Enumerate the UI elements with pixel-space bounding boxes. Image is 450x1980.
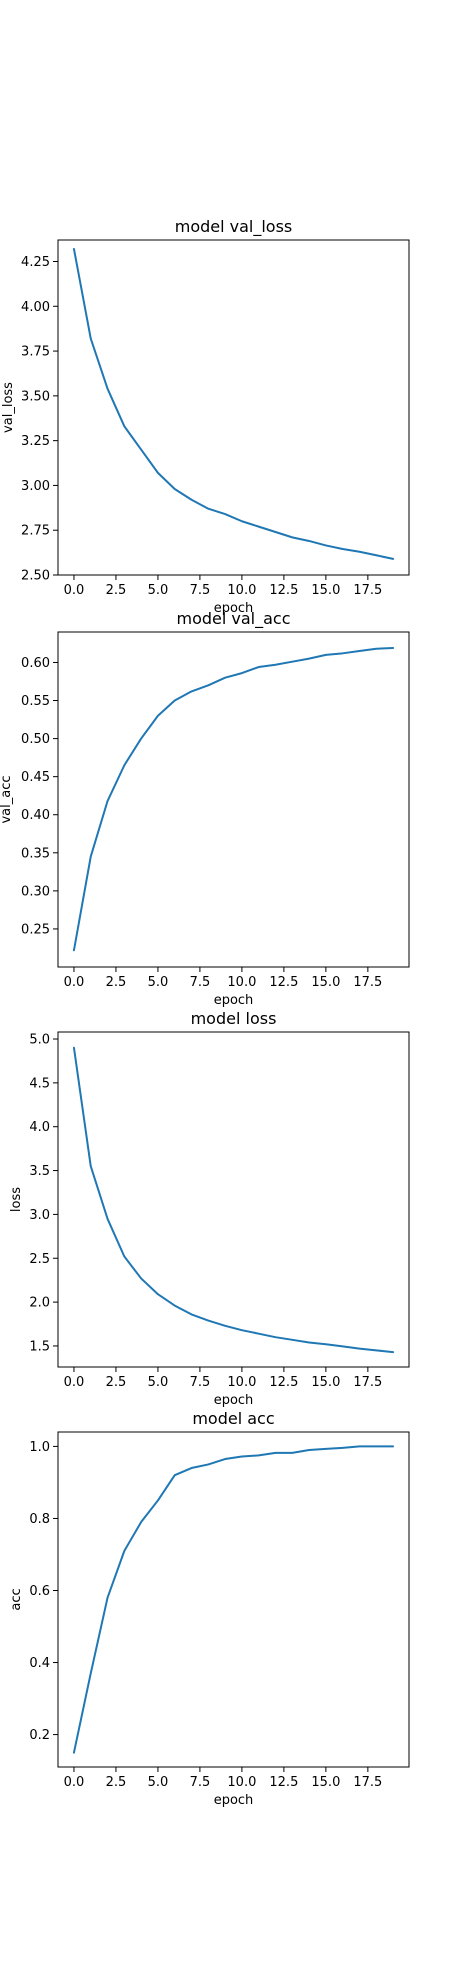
y-tick-label: 0.60 — [21, 656, 50, 671]
y-tick-label: 0.6 — [29, 1584, 50, 1599]
y-tick-label: 3.75 — [21, 345, 50, 360]
x-tick-label: 2.5 — [106, 583, 127, 598]
y-tick-label: 3.00 — [21, 479, 50, 494]
y-tick-label: 0.4 — [29, 1656, 50, 1671]
chart-title: model loss — [191, 1009, 277, 1028]
x-tick-label: 10.0 — [227, 583, 256, 598]
series-line — [72, 1445, 395, 1754]
x-tick-label: 12.5 — [269, 583, 298, 598]
series-line — [72, 646, 395, 952]
chart-panel-1: model val_acc 0.0 2.5 5.0 7.5 10.0 12.5 15.0 17.… — [0, 609, 410, 1008]
x-tick-label: 5.0 — [148, 975, 169, 990]
x-tick-label: 17.5 — [353, 583, 382, 598]
chart-title: model val_loss — [175, 217, 293, 237]
plot-frame — [57, 1431, 410, 1768]
x-tick-label: 17.5 — [353, 1375, 382, 1390]
y-tick-label: 2.50 — [21, 569, 50, 584]
y-tick-label: 5.0 — [29, 1033, 50, 1048]
x-tick-label: 12.5 — [269, 1775, 298, 1790]
y-tick-label: 1.5 — [29, 1339, 50, 1354]
y-axis-label: val_acc — [0, 775, 14, 823]
y-tick-label: 3.50 — [21, 389, 50, 404]
y-axis-label: acc — [9, 1588, 24, 1610]
y-tick-label: 3.25 — [21, 434, 50, 449]
x-tick-label: 0.0 — [64, 1375, 85, 1390]
x-tick-label: 15.0 — [311, 583, 340, 598]
x-tick-label: 17.5 — [353, 975, 382, 990]
y-axis-label: val_loss — [1, 382, 16, 433]
y-tick-label: 0.55 — [21, 694, 50, 709]
x-tick-label: 7.5 — [190, 583, 211, 598]
x-tick-label: 10.0 — [227, 975, 256, 990]
y-tick-label: 0.25 — [21, 922, 50, 937]
x-tick-label: 5.0 — [148, 1375, 169, 1390]
y-tick-label: 2.0 — [29, 1296, 50, 1311]
x-tick-label: 2.5 — [106, 1375, 127, 1390]
y-tick-label: 0.8 — [29, 1512, 50, 1527]
plot-frame — [57, 631, 410, 968]
y-tick-label: 4.0 — [29, 1120, 50, 1135]
y-tick-label: 1.0 — [29, 1440, 50, 1455]
x-tick-label: 12.5 — [269, 1375, 298, 1390]
x-tick-label: 0.0 — [64, 583, 85, 598]
x-tick-label: 2.5 — [106, 975, 127, 990]
y-tick-label: 4.00 — [21, 300, 50, 315]
x-tick-label: 15.0 — [311, 975, 340, 990]
x-tick-label: 7.5 — [190, 1375, 211, 1390]
chart-panel-0: model val_loss 0.0 2.5 5.0 7.5 10.0 12.5 15.0 17… — [1, 217, 410, 616]
x-tick-label: 5.0 — [148, 583, 169, 598]
y-tick-label: 2.75 — [21, 524, 50, 539]
y-tick-label: 2.5 — [29, 1252, 50, 1267]
x-axis-label: epoch — [214, 601, 254, 616]
x-tick-label: 0.0 — [64, 1775, 85, 1790]
chart-title: model acc — [192, 1409, 274, 1428]
chart-panel-2: model loss 0.0 2.5 5.0 7.5 10.0 12.5 15.0 17.5 1.… — [9, 1009, 410, 1408]
y-tick-label: 0.50 — [21, 732, 50, 747]
plot-frame — [57, 239, 410, 576]
x-tick-label: 15.0 — [311, 1775, 340, 1790]
x-tick-label: 12.5 — [269, 975, 298, 990]
y-axis-label: loss — [9, 1187, 24, 1212]
series-line — [72, 247, 395, 560]
y-tick-label: 0.30 — [21, 884, 50, 899]
chart-title: model val_acc — [176, 609, 290, 629]
y-tick-label: 0.35 — [21, 846, 50, 861]
x-tick-label: 10.0 — [227, 1375, 256, 1390]
x-tick-label: 7.5 — [190, 975, 211, 990]
series-line — [72, 1046, 395, 1354]
x-axis-label: epoch — [214, 1393, 254, 1408]
y-tick-label: 4.5 — [29, 1076, 50, 1091]
y-tick-label: 3.5 — [29, 1164, 50, 1179]
chart-panel-3: model acc 0.0 2.5 5.0 7.5 10.0 12.5 15.0 17.5 0.2… — [9, 1409, 410, 1808]
x-tick-label: 0.0 — [64, 975, 85, 990]
y-tick-label: 0.40 — [21, 808, 50, 823]
x-axis-label: epoch — [214, 993, 254, 1008]
y-tick-label: 0.45 — [21, 770, 50, 785]
y-tick-label: 4.25 — [21, 255, 50, 270]
x-axis-label: epoch — [214, 1793, 254, 1808]
y-tick-label: 3.0 — [29, 1208, 50, 1223]
x-tick-label: 7.5 — [190, 1775, 211, 1790]
x-tick-label: 10.0 — [227, 1775, 256, 1790]
x-tick-label: 17.5 — [353, 1775, 382, 1790]
x-tick-label: 2.5 — [106, 1775, 127, 1790]
x-tick-label: 15.0 — [311, 1375, 340, 1390]
x-tick-label: 5.0 — [148, 1775, 169, 1790]
plot-frame — [57, 1031, 410, 1368]
y-tick-label: 0.2 — [29, 1728, 50, 1743]
